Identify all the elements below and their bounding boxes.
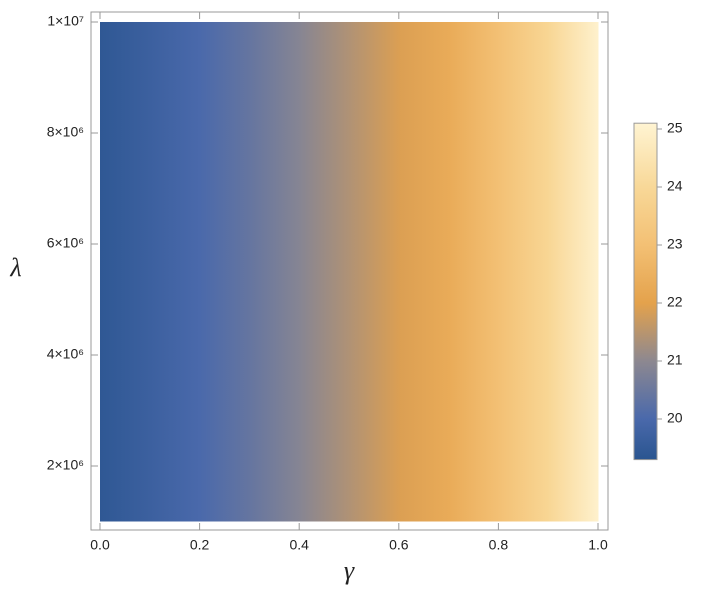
y-axis-label: λ (9, 253, 21, 282)
density-cell (398, 22, 450, 522)
density-cell (448, 22, 499, 522)
color-bar-label: 21 (667, 352, 683, 368)
color-bar (633, 122, 658, 461)
color-bar-label: 20 (667, 410, 683, 426)
plot-frame (90, 11, 609, 531)
color-bar-label: 22 (667, 294, 683, 310)
x-tick-label: 1.0 (588, 537, 608, 553)
density-cell (249, 22, 300, 522)
density-cell (548, 22, 599, 522)
density-cell (498, 22, 549, 522)
density-cell (100, 22, 151, 522)
color-bar-label: 23 (667, 236, 683, 252)
y-tick-label: 6×10⁶ (47, 235, 84, 251)
y-tick-label: 4×10⁶ (47, 346, 84, 362)
color-bar-label: 24 (667, 178, 683, 194)
density-cell (149, 22, 201, 522)
x-tick-label: 0.2 (190, 537, 210, 553)
y-tick-label: 2×10⁶ (47, 457, 84, 473)
density-cell (299, 22, 350, 522)
x-axis-label: γ (344, 556, 355, 585)
y-tick-label: 1×10⁷ (47, 13, 84, 29)
x-tick-label: 0.4 (289, 537, 309, 553)
x-tick-label: 0.0 (90, 537, 110, 553)
y-tick-label: 8×10⁶ (47, 124, 84, 140)
x-tick-label: 0.6 (389, 537, 409, 553)
density-cell (349, 22, 400, 522)
x-tick-label: 0.8 (489, 537, 509, 553)
density-cell (199, 22, 250, 522)
color-bar-label: 25 (667, 120, 683, 136)
